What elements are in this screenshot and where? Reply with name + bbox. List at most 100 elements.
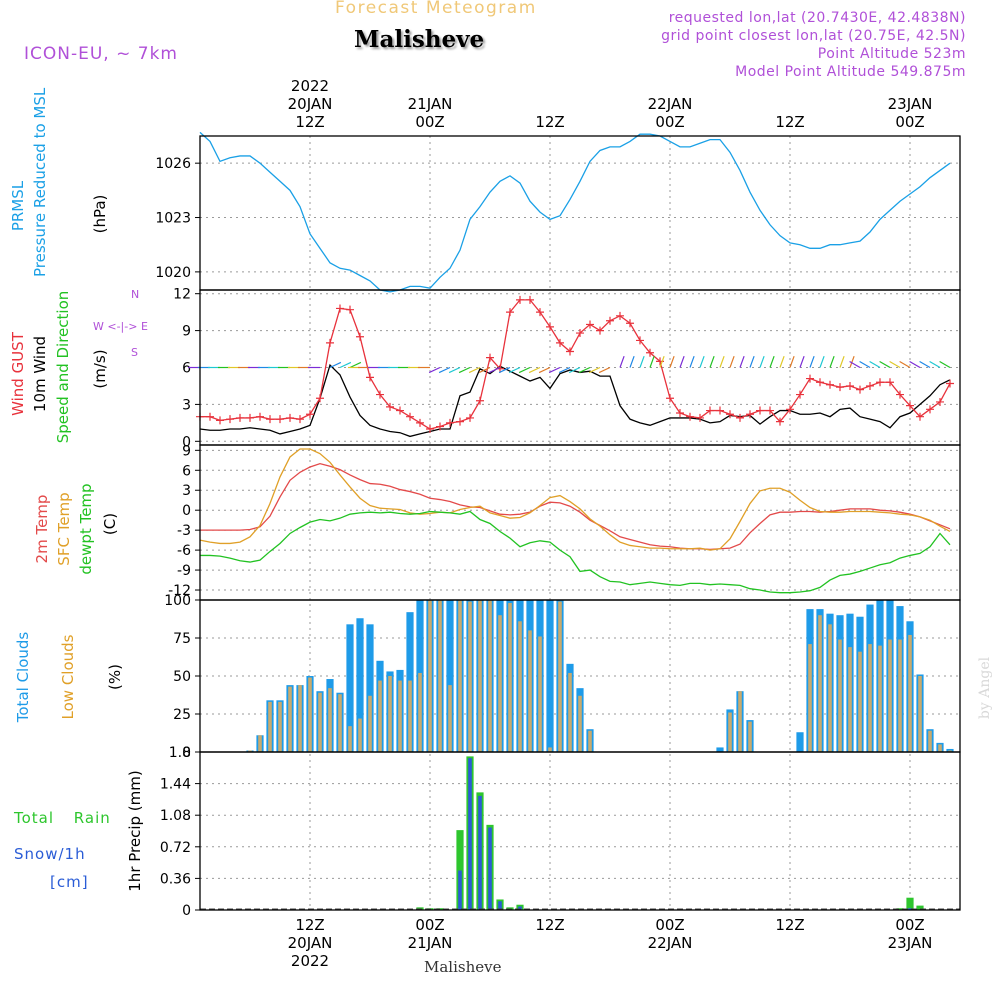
- gust-marker: [696, 413, 704, 422]
- gust-marker: [256, 412, 264, 421]
- wind-direction-arrow: [779, 356, 785, 368]
- low-cloud-bar: [848, 647, 852, 752]
- total-cloud-bar: [366, 624, 374, 752]
- gust-marker: [606, 316, 614, 325]
- wind-direction-arrow: [508, 366, 521, 374]
- gust-marker: [566, 347, 574, 356]
- time-label-top: 00Z: [655, 113, 684, 131]
- gust-marker: [756, 406, 764, 415]
- wind-direction-arrow: [448, 366, 461, 374]
- gust-marker: [716, 406, 724, 415]
- wind-direction-arrow: [548, 366, 561, 374]
- low-cloud-bar: [858, 651, 862, 752]
- wind-direction-arrow: [759, 356, 765, 368]
- low-cloud-bar: [318, 692, 322, 752]
- wind-tick-label: 12: [173, 287, 191, 303]
- gust-marker: [646, 348, 654, 357]
- grid-point-coords: grid point closest lon,lat (20.75E, 42.5…: [661, 28, 966, 44]
- low-cloud-bar: [478, 600, 482, 752]
- wind-direction-arrow: [498, 366, 511, 374]
- compass-n: N: [131, 288, 140, 301]
- time-label-bottom: 22JAN: [648, 934, 693, 952]
- wind-direction-arrow: [468, 366, 481, 374]
- gust-marker: [206, 412, 214, 421]
- gust-marker: [356, 332, 364, 341]
- gust-marker: [796, 390, 804, 399]
- gust-marker: [526, 295, 534, 304]
- low-cloud-bar: [528, 630, 532, 752]
- precip-tick-label: 0: [182, 903, 191, 919]
- low-cloud-bar: [278, 701, 282, 752]
- gust-marker: [806, 374, 814, 383]
- wind-direction-arrow: [478, 366, 491, 374]
- time-label-bottom: 00Z: [895, 916, 924, 934]
- gust-marker: [946, 379, 954, 388]
- low-cloud-bar: [438, 600, 442, 752]
- temp-sfc-line: [199, 448, 951, 551]
- wind-direction-arrow: [739, 356, 745, 368]
- snow-label: Snow/1h: [14, 845, 86, 863]
- clouds-tick-label: 0: [182, 745, 191, 761]
- precip-tick-label: 0.36: [160, 871, 191, 887]
- low-cloud-bar: [308, 677, 312, 752]
- low-cloud-bar: [538, 636, 542, 752]
- gust-marker: [706, 406, 714, 415]
- low-cloud-bar: [548, 747, 552, 752]
- model-altitude: Model Point Altitude 549.875m: [735, 64, 966, 80]
- pressure-tick-label: 1026: [155, 156, 191, 172]
- snow-bar: [498, 901, 502, 910]
- gust-marker: [266, 415, 274, 424]
- clouds-tick-label: 75: [173, 631, 191, 647]
- wind-direction-arrow: [799, 356, 805, 368]
- wind-direction-arrow: [518, 366, 531, 374]
- gust-marker: [306, 410, 314, 419]
- gust-marker: [926, 405, 934, 414]
- gust-marker: [396, 406, 404, 415]
- low-cloud-bar: [338, 694, 342, 752]
- time-label-bottom: 00Z: [655, 916, 684, 934]
- temp-2m-line: [200, 462, 951, 551]
- rain-bar: [456, 830, 464, 910]
- temp-tick-label: -12: [168, 583, 191, 599]
- low-cloud-bar: [518, 621, 522, 752]
- wind-direction-arrow: [809, 356, 815, 368]
- wind-direction-arrow: [819, 356, 825, 368]
- gust-marker: [296, 415, 304, 424]
- low-cloud-bar: [728, 712, 732, 752]
- wind-direction-arrow: [849, 356, 855, 368]
- wind-10m-line: [199, 363, 951, 438]
- gust-marker: [226, 415, 234, 424]
- temp-panel-frame: [199, 444, 961, 601]
- clouds-tick-label: 50: [173, 669, 191, 685]
- time-label-bottom: 23JAN: [888, 934, 933, 952]
- wind-direction-arrow: [879, 360, 891, 369]
- wind-direction-arrow: [659, 356, 665, 368]
- low-cloud-bar: [488, 600, 492, 752]
- gust-marker: [216, 416, 224, 425]
- temp-tick-label: -9: [177, 563, 191, 579]
- snow-bar: [468, 758, 472, 910]
- time-label-bottom: 20JAN: [288, 934, 333, 952]
- precip-tick-label: 1.08: [160, 808, 191, 824]
- wind-direction-arrow: [929, 360, 941, 369]
- gust-marker: [576, 329, 584, 338]
- low-cloud-bar: [378, 680, 382, 752]
- gust-marker: [516, 295, 524, 304]
- gust-marker: [866, 381, 874, 390]
- low-cloud-bar: [348, 726, 352, 752]
- time-label-bottom: 00Z: [415, 916, 444, 934]
- gust-marker: [826, 380, 834, 389]
- wind-direction-arrow: [869, 360, 881, 369]
- wind-direction-arrow: [639, 356, 645, 368]
- low-cloud-bar: [828, 624, 832, 752]
- low-cloud-bar: [448, 685, 452, 752]
- snow-bar: [518, 906, 522, 910]
- rain-bar: [906, 897, 914, 910]
- temp-tick-label: 0: [182, 503, 191, 519]
- total-cloud-bar: [546, 600, 554, 752]
- wind-direction-arrow: [679, 356, 685, 368]
- wind-tick-label: 0: [182, 434, 191, 450]
- wind-direction-arrow: [689, 356, 695, 368]
- pressure-tick-label: 1023: [155, 211, 191, 227]
- low-cloud-bar: [498, 615, 502, 752]
